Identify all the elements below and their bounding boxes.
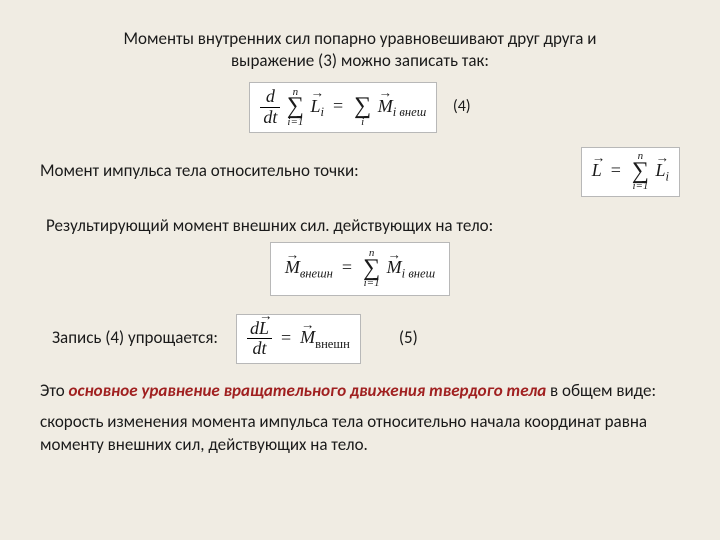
slide-content: Моменты внутренних сил попарно уравновеш…: [0, 0, 720, 477]
conclusion-post: в общем виде:: [550, 380, 656, 401]
equation-4-label: (4): [453, 97, 471, 116]
simplify-text: Запись (4) упрощается:: [52, 327, 218, 350]
title-line-1: Моменты внутренних сил попарно уравновеш…: [124, 28, 597, 49]
equation-4: ddt n∑i=1 Li = ∑i Mi внеш: [249, 82, 437, 133]
equation-5-label: (5): [399, 327, 418, 350]
simplify-row: Запись (4) упрощается: dL dt = Mвнешн (5…: [52, 314, 680, 365]
conclusion-detail: скорость изменения момента импульса тела…: [40, 411, 680, 457]
conclusion-pre: Это: [40, 380, 69, 401]
title-line-2: выражение (3) можно записать так:: [231, 50, 489, 71]
conclusion-red: основное уравнение вращательного движени…: [69, 380, 547, 401]
conclusion-main: Это основное уравнение вращательного дви…: [40, 380, 680, 403]
moment-impulse-text: Момент импульса тела относительно точки:: [40, 160, 359, 183]
equation-L-def: L = n∑i=1 Li: [581, 147, 680, 197]
result-moment-text: Результирующий момент внешних сил. дейст…: [46, 215, 680, 238]
moment-impulse-row: Момент импульса тела относительно точки:…: [40, 147, 680, 197]
equation-4-row: ddt n∑i=1 Li = ∑i Mi внеш (4): [40, 82, 680, 133]
equation-M-row: Mвнешн = n∑i=1 Mi внеш: [40, 242, 680, 296]
equation-5: dL dt = Mвнешн: [236, 314, 361, 365]
equation-M-def: Mвнешн = n∑i=1 Mi внеш: [270, 242, 450, 296]
slide-title: Моменты внутренних сил попарно уравновеш…: [40, 28, 680, 72]
